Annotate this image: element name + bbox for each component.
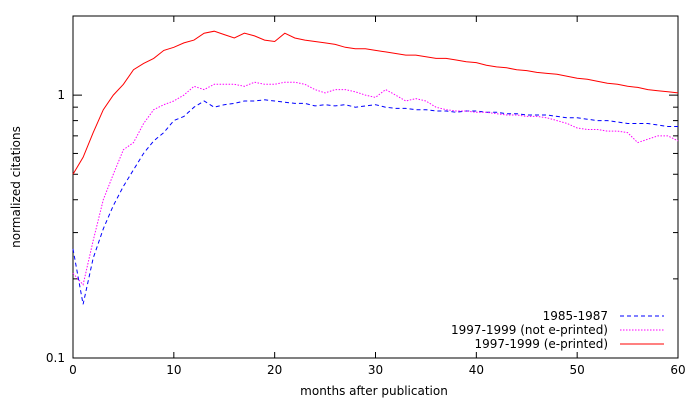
y-axis-title: normalized citations <box>9 126 23 248</box>
series-layer <box>72 30 679 305</box>
series-line-2 <box>72 81 679 286</box>
x-tick-label: 0 <box>69 363 77 377</box>
axis-ticks-layer: 0 10 20 30 40 50 60 0.1 1 <box>46 16 686 377</box>
legend-label-1: 1985-1987 <box>543 309 608 323</box>
y-tick-label: 1 <box>57 88 65 102</box>
plot-frame <box>72 15 679 359</box>
series-line-3 <box>72 30 679 175</box>
x-tick-label: 40 <box>469 363 484 377</box>
plot-frame-layer <box>72 15 679 359</box>
legend-label-3: 1997-1999 (e-printed) <box>475 337 609 351</box>
x-tick-label: 10 <box>166 363 181 377</box>
series-line-1 <box>72 99 678 305</box>
y-tick-label: 0.1 <box>46 351 65 365</box>
legend-label-2: 1997-1999 (not e-printed) <box>451 323 608 337</box>
x-axis-title: months after publication <box>300 384 448 398</box>
x-tick-label: 20 <box>267 363 282 377</box>
x-tick-label: 30 <box>368 363 383 377</box>
x-tick-label: 60 <box>670 363 685 377</box>
x-tick-label: 50 <box>570 363 585 377</box>
